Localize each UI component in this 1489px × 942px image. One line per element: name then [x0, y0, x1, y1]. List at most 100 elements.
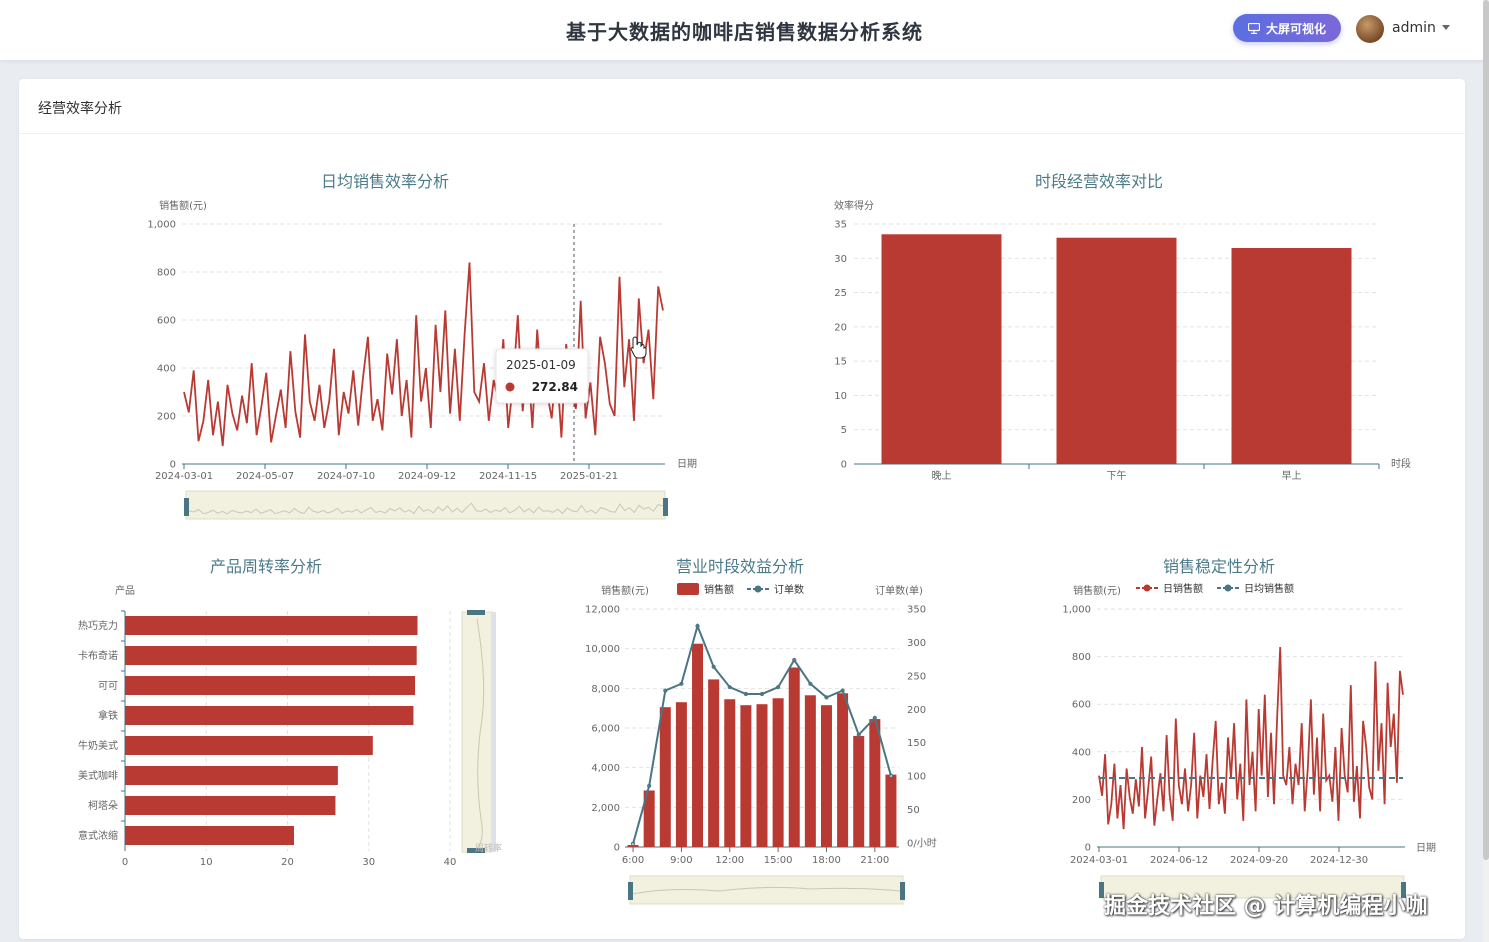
hourly-y-right-tick-label: 50	[907, 805, 920, 816]
turnover-bar	[125, 706, 414, 725]
hourly-bar	[724, 699, 736, 847]
period-y-tick-label: 25	[834, 288, 847, 299]
daily-chart: 日均销售效率分析 销售额(元) 日期 1,000 800 600 400 200 0 20…	[147, 172, 697, 520]
legend-orders-marker[interactable]	[754, 585, 762, 593]
hourly-y-right-tick-label: 100	[907, 772, 926, 783]
turnover-y-tick-label: 可可	[98, 681, 118, 692]
daily-y-tick-label: 400	[157, 364, 176, 375]
hourly-bar	[692, 643, 704, 847]
hourly-bar	[837, 693, 849, 847]
hourly-y-left-tick-label: 6,000	[591, 724, 620, 735]
hourly-bar	[659, 707, 671, 847]
daily-y-tick-label: 200	[157, 412, 176, 423]
turnover-slider-handle-bottom[interactable]	[467, 848, 485, 853]
legend-avg-marker[interactable]	[1224, 584, 1232, 592]
daily-x-ticks: 2024-03-01 2024-05-07 2024-07-10 2024-09-12…	[155, 464, 618, 482]
hourly-bar	[885, 774, 897, 847]
page-scrollbar[interactable]	[1483, 0, 1489, 942]
daily-slider-handle-left[interactable]	[184, 498, 189, 516]
stability-zoom-slider[interactable]	[1099, 875, 1406, 899]
scrollbar-thumb[interactable]	[1483, 0, 1489, 860]
turnover-zoom-slider[interactable]: 周转率	[461, 610, 502, 854]
turnover-bar	[125, 766, 338, 785]
turnover-y-label: 产品	[115, 584, 135, 597]
turnover-slider-track[interactable]	[461, 611, 493, 853]
legend-daily-label[interactable]: 日销售额	[1163, 582, 1203, 595]
stability-slider-handle-right[interactable]	[1401, 882, 1406, 898]
hourly-slider-handle-right[interactable]	[900, 882, 905, 900]
turnover-slider-handle-top[interactable]	[467, 610, 485, 615]
legend-daily-marker[interactable]	[1143, 584, 1151, 592]
turnover-y-tick-label: 热巧克力	[78, 619, 118, 632]
period-y-tick-label: 5	[841, 425, 847, 436]
legend-avg-label[interactable]: 日均销售额	[1244, 582, 1294, 595]
big-screen-button[interactable]: 大屏可视化	[1233, 14, 1341, 42]
hourly-chart: 营业时段效益分析 销售额(元) 订单数(单) 销售额 订单数 12,000 10,…	[585, 557, 937, 905]
stability-y-label: 销售额(元)	[1073, 584, 1121, 597]
legend-sales-swatch[interactable]	[677, 583, 699, 595]
hourly-bar	[820, 705, 832, 847]
hourly-y-right-tick-label: 0/小时	[907, 838, 937, 850]
period-bars: 晚上 下午 早上	[881, 234, 1380, 482]
avatar[interactable]	[1356, 15, 1384, 43]
hourly-bar	[853, 735, 865, 847]
hourly-bar	[740, 705, 752, 847]
stability-x-label: 日期	[1416, 842, 1436, 854]
daily-slider-handle-right[interactable]	[663, 498, 668, 516]
hourly-x-tick-label: 6:00	[622, 855, 644, 866]
daily-y-tick-label: 0	[170, 460, 176, 471]
legend-sales-label[interactable]: 销售额	[704, 583, 734, 596]
hourly-slider-handle-left[interactable]	[628, 882, 633, 900]
period-bar	[881, 234, 1002, 464]
turnover-y-tick-label: 卡布奇诺	[78, 649, 118, 662]
hourly-y-right-tick-label: 250	[907, 671, 926, 682]
hourly-legend[interactable]: 销售额 订单数	[677, 583, 804, 596]
hourly-x-tick-label: 21:00	[860, 855, 889, 866]
stability-y-tick-label: 400	[1072, 747, 1091, 758]
stability-x-tick-label: 2024-06-12	[1150, 855, 1208, 866]
period-y-tick-label: 10	[834, 391, 847, 402]
daily-zoom-slider[interactable]	[184, 490, 668, 520]
daily-y-tick-label: 1,000	[147, 220, 176, 231]
cursor-icon	[630, 336, 647, 359]
card-title: 经营效率分析	[38, 101, 122, 117]
daily-y-tick-label: 600	[157, 316, 176, 327]
turnover-bar	[125, 676, 416, 695]
turnover-bar	[125, 646, 417, 665]
turnover-bar	[125, 826, 294, 845]
period-x-tick-label: 下午	[1107, 469, 1127, 482]
hourly-y-right-tick-label: 150	[907, 738, 926, 749]
daily-tooltip: 2025-01-09 272.84	[495, 348, 589, 404]
turnover-bar	[125, 796, 336, 815]
daily-x-tick-label: 2025-01-21	[560, 471, 618, 482]
stability-legend[interactable]: 日销售额 日均销售额	[1136, 582, 1294, 595]
period-chart-title: 时段经营效率对比	[1035, 172, 1163, 191]
big-screen-label: 大屏可视化	[1265, 21, 1326, 36]
legend-orders-label[interactable]: 订单数	[774, 583, 804, 596]
stability-chart-title: 销售稳定性分析	[1163, 557, 1275, 576]
hourly-bar	[627, 845, 639, 847]
daily-y-ticks: 1,000 800 600 400 200 0	[147, 220, 665, 471]
daily-x-tick-label: 2024-03-01	[155, 471, 213, 482]
user-menu[interactable]: admin	[1392, 20, 1450, 36]
card-header: 经营效率分析	[19, 79, 1465, 134]
turnover-y-tick-label: 意式浓缩	[78, 829, 118, 842]
period-y-tick-label: 0	[841, 460, 847, 471]
hourly-x-tick-label: 12:00	[715, 855, 744, 866]
daily-x-tick-label: 2024-11-15	[479, 471, 537, 482]
stability-slider-handle-left[interactable]	[1099, 882, 1104, 898]
hourly-y-label-right: 订单数(单)	[875, 584, 923, 597]
hourly-y-left-tick-label: 0	[614, 843, 620, 854]
watermark: 掘金技术社区 @ 计算机编程小咖	[1104, 894, 1428, 919]
turnover-x-tick-label: 10	[200, 857, 213, 868]
turnover-chart: 产品周转率分析 产品 0 10 20 30 40 热巧克力卡布奇诺可可拿铁牛奶美式美式咖…	[78, 557, 502, 868]
hourly-zoom-slider[interactable]	[628, 875, 905, 905]
hourly-y-left-tick-label: 4,000	[591, 763, 620, 774]
period-bar	[1056, 237, 1177, 464]
turnover-slider-preview	[476, 618, 485, 850]
hourly-bar	[772, 698, 784, 847]
period-y-tick-label: 20	[834, 322, 847, 333]
daily-slider-track[interactable]	[185, 490, 666, 520]
daily-chart-title: 日均销售效率分析	[321, 172, 449, 191]
